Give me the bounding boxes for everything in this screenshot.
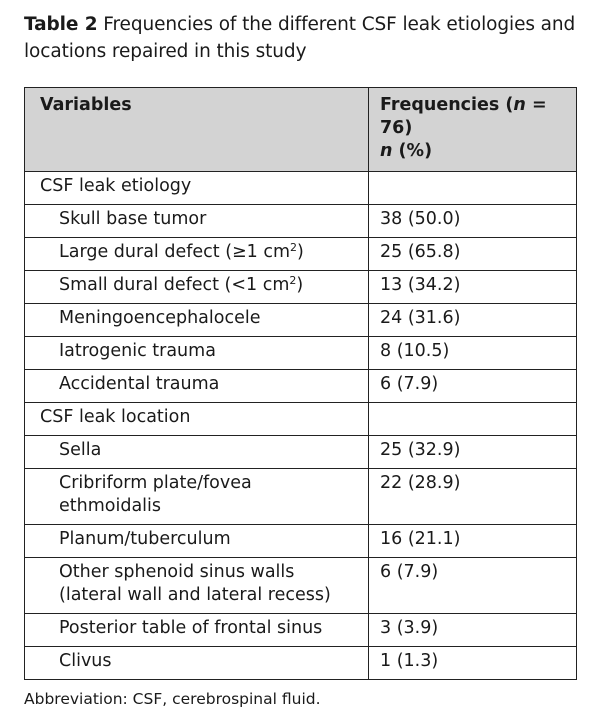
row-label: Accidental trauma bbox=[24, 369, 369, 403]
table-row: Meningoencephalocele 24 (31.6) bbox=[24, 303, 577, 337]
row-label-text: Large dural defect (≥1 cm bbox=[59, 242, 291, 262]
row-value: 3 (3.9) bbox=[368, 613, 577, 647]
row-label-superscript: 2 bbox=[289, 274, 297, 287]
section-row-location: CSF leak location bbox=[24, 402, 577, 436]
table-row: Accidental trauma 6 (7.9) bbox=[24, 369, 577, 403]
table-row: Large dural defect (≥1 cm2) 25 (65.8) bbox=[24, 237, 577, 271]
row-label: Sella bbox=[24, 435, 369, 469]
table-row: Clivus 1 (1.3) bbox=[24, 646, 577, 680]
header-frequencies-eq: = 76) bbox=[380, 95, 547, 138]
table-header-row: Variables Frequencies (n = 76) n (%) bbox=[24, 87, 577, 172]
table-row: Posterior table of frontal sinus 3 (3.9) bbox=[24, 613, 577, 647]
row-label: Large dural defect (≥1 cm2) bbox=[24, 237, 369, 271]
table-row: Small dural defect (<1 cm2) 13 (34.2) bbox=[24, 270, 577, 304]
table-caption-text: Frequencies of the different CSF leak et… bbox=[24, 14, 576, 62]
row-value: 13 (34.2) bbox=[368, 270, 577, 304]
section-row-etiology: CSF leak etiology bbox=[24, 171, 577, 205]
section-value-empty bbox=[368, 171, 577, 205]
row-label: Iatrogenic trauma bbox=[24, 336, 369, 370]
row-value: 24 (31.6) bbox=[368, 303, 577, 337]
row-value: 1 (1.3) bbox=[368, 646, 577, 680]
header-frequencies-prefix: Frequencies ( bbox=[380, 95, 514, 115]
table-row: Iatrogenic trauma 8 (10.5) bbox=[24, 336, 577, 370]
header-frequencies-n: n bbox=[513, 95, 526, 115]
row-value: 6 (7.9) bbox=[368, 557, 577, 614]
table-row: Planum/tuberculum 16 (21.1) bbox=[24, 524, 577, 558]
header-frequencies: Frequencies (n = 76) n (%) bbox=[368, 87, 577, 172]
header-unit-pct: (%) bbox=[392, 141, 433, 161]
frequencies-table: Variables Frequencies (n = 76) n (%) CSF… bbox=[24, 87, 577, 680]
section-label: CSF leak etiology bbox=[24, 171, 369, 205]
row-label-text: Small dural defect (<1 cm bbox=[59, 275, 290, 295]
row-label: Meningoencephalocele bbox=[24, 303, 369, 337]
table-caption: Table 2 Frequencies of the different CSF… bbox=[24, 11, 584, 65]
section-label: CSF leak location bbox=[24, 402, 369, 436]
table-row: Sella 25 (32.9) bbox=[24, 435, 577, 469]
row-label: Small dural defect (<1 cm2) bbox=[24, 270, 369, 304]
table-footnote: Abbreviation: CSF, cerebrospinal fluid. bbox=[24, 690, 321, 708]
row-value: 8 (10.5) bbox=[368, 336, 577, 370]
row-value: 6 (7.9) bbox=[368, 369, 577, 403]
row-label: Other sphenoid sinus walls (lateral wall… bbox=[24, 557, 369, 614]
row-label: Planum/tuberculum bbox=[24, 524, 369, 558]
row-value: 25 (65.8) bbox=[368, 237, 577, 271]
row-label: Posterior table of frontal sinus bbox=[24, 613, 369, 647]
table-caption-label: Table 2 bbox=[24, 14, 98, 35]
row-label: Cribriform plate/fovea ethmoidalis bbox=[24, 468, 369, 525]
row-value: 38 (50.0) bbox=[368, 204, 577, 238]
row-label-superscript: 2 bbox=[290, 241, 298, 254]
header-unit-n: n bbox=[380, 141, 393, 161]
section-value-empty bbox=[368, 402, 577, 436]
table-row: Other sphenoid sinus walls (lateral wall… bbox=[24, 557, 577, 614]
row-value: 25 (32.9) bbox=[368, 435, 577, 469]
row-value: 16 (21.1) bbox=[368, 524, 577, 558]
row-label-suffix: ) bbox=[296, 275, 304, 295]
row-label-suffix: ) bbox=[297, 242, 304, 262]
header-variables: Variables bbox=[24, 87, 369, 172]
table-row: Skull base tumor 38 (50.0) bbox=[24, 204, 577, 238]
row-label: Skull base tumor bbox=[24, 204, 369, 238]
row-label: Clivus bbox=[24, 646, 369, 680]
row-value: 22 (28.9) bbox=[368, 468, 577, 525]
table-row: Cribriform plate/fovea ethmoidalis 22 (2… bbox=[24, 468, 577, 525]
